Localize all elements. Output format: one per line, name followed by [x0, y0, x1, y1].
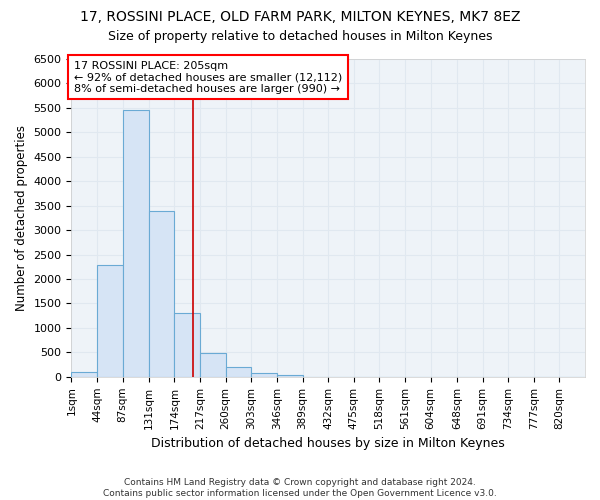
- Bar: [149, 210, 175, 377]
- Bar: [277, 376, 302, 377]
- Bar: [71, 372, 97, 377]
- Bar: [200, 354, 226, 377]
- Bar: [122, 110, 149, 377]
- Bar: [97, 266, 122, 377]
- Text: 17 ROSSINI PLACE: 205sqm
← 92% of detached houses are smaller (12,112)
8% of sem: 17 ROSSINI PLACE: 205sqm ← 92% of detach…: [74, 60, 342, 94]
- Text: 17, ROSSINI PLACE, OLD FARM PARK, MILTON KEYNES, MK7 8EZ: 17, ROSSINI PLACE, OLD FARM PARK, MILTON…: [80, 10, 520, 24]
- X-axis label: Distribution of detached houses by size in Milton Keynes: Distribution of detached houses by size …: [151, 437, 505, 450]
- Y-axis label: Number of detached properties: Number of detached properties: [15, 125, 28, 311]
- Bar: [251, 373, 277, 377]
- Text: Contains HM Land Registry data © Crown copyright and database right 2024.
Contai: Contains HM Land Registry data © Crown c…: [103, 478, 497, 498]
- Bar: [226, 368, 251, 377]
- Bar: [175, 314, 200, 377]
- Text: Size of property relative to detached houses in Milton Keynes: Size of property relative to detached ho…: [108, 30, 492, 43]
